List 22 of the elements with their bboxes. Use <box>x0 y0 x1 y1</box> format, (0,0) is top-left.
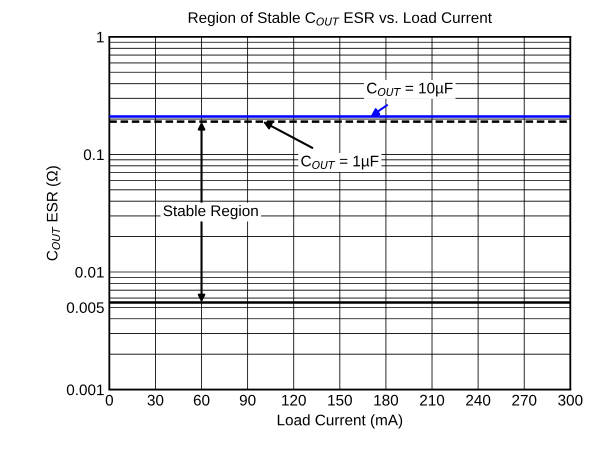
y-tick-label: 0.001 <box>66 384 104 396</box>
x-axis-title: Load Current (mA) <box>278 414 402 428</box>
annotation: Stable Region <box>163 204 258 220</box>
y-axis-title: C$_{OUT}$ ESR (Ω) <box>46 166 61 260</box>
x-tick-label: 210 <box>420 394 444 406</box>
x-tick-label: 30 <box>148 394 164 406</box>
y-tick-label: 0.01 <box>75 266 104 278</box>
chart-title: Region of Stable C$_{OUT}$ ESR vs. Load Current <box>188 12 492 26</box>
x-tick-label: 60 <box>194 394 210 406</box>
annotation: C$_{OUT}$ = 10µF <box>367 82 453 97</box>
annotation: C$_{OUT}$ = 1µF <box>301 156 378 170</box>
x-tick-label: 150 <box>328 394 352 406</box>
y-tick-label: 0.1 <box>84 149 104 160</box>
x-tick-label: 90 <box>240 394 256 406</box>
x-tick-label: 120 <box>282 394 306 406</box>
x-tick-label: 270 <box>512 394 536 406</box>
x-tick-label: 180 <box>374 394 398 406</box>
x-tick-label: 240 <box>466 394 490 406</box>
y-tick-label: 1 <box>97 32 104 42</box>
y-tick-label: 0.005 <box>66 302 104 314</box>
x-tick-label: 0 <box>106 394 113 406</box>
x-tick-label: 300 <box>558 394 582 406</box>
